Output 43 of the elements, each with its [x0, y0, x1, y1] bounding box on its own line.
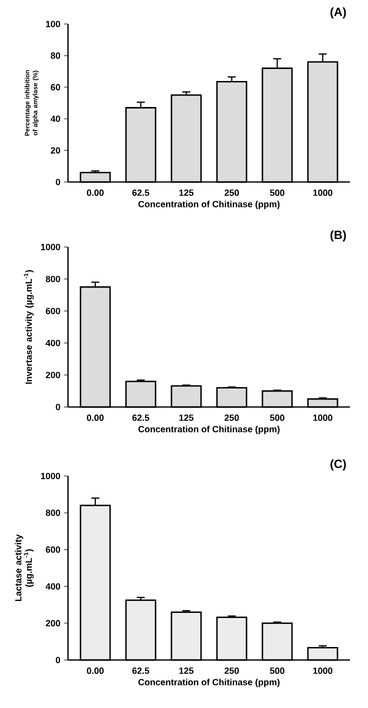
x-tick-label: 1000 [313, 414, 332, 421]
x-tick-label: 62.5 [132, 414, 150, 421]
x-tick-label: 250 [224, 190, 239, 196]
y-tick-label: 800 [46, 510, 60, 516]
x-axis-title: Concentration of Chitinase (ppm) [138, 426, 280, 434]
x-tick-label: 500 [270, 668, 284, 674]
y-tick-label: 400 [46, 583, 60, 590]
x-tick-label: 62.5 [132, 668, 150, 674]
x-tick-label: 0.00 [86, 414, 104, 421]
x-tick-label: 250 [224, 668, 239, 674]
y-tick-label: 60 [50, 84, 60, 90]
y-tick-label: 0 [56, 404, 60, 410]
x-tick-label: 500 [270, 414, 284, 421]
y-tick-label: 600 [46, 308, 60, 314]
y-tick-label: 40 [50, 116, 60, 122]
x-tick-label: 0.00 [86, 668, 104, 674]
x-tick-label: 125 [179, 414, 194, 421]
y-tick-label: 80 [50, 52, 60, 59]
x-tick-label: 125 [179, 190, 194, 196]
y-tick-label: 200 [46, 372, 60, 378]
y-tick-label: 0 [56, 178, 60, 186]
x-axis-title: Concentration of Chitinase (ppm) [138, 200, 280, 210]
y-tick-label: 1000 [41, 472, 60, 480]
x-axis-title: Concentration of Chitinase (ppm) [138, 678, 280, 688]
x-tick-label: 1000 [313, 668, 332, 674]
y-tick-label: 600 [46, 546, 60, 553]
x-tick-label: 62.5 [132, 190, 150, 196]
y-tick-label: 400 [46, 340, 60, 346]
x-tick-label: 500 [270, 190, 284, 196]
x-tick-label: 125 [179, 668, 194, 674]
y-tick-label: 1000 [41, 244, 60, 250]
x-tick-label: 1000 [313, 190, 332, 196]
y-tick-label: 200 [46, 620, 60, 626]
chart-title: (B) [330, 230, 346, 242]
y-tick-label: 0 [56, 656, 60, 664]
y-tick-label: 100 [46, 20, 60, 28]
chart-title: (A) [330, 7, 346, 19]
chart-title: (C) [330, 459, 346, 471]
y-axis-title: Invertase activity (µg.mL$^{-1}$) [24, 270, 34, 384]
x-tick-label: 0.00 [86, 190, 104, 196]
y-tick-label: 800 [46, 276, 60, 282]
y-tick-label: 20 [50, 147, 60, 154]
x-tick-label: 250 [224, 414, 239, 421]
